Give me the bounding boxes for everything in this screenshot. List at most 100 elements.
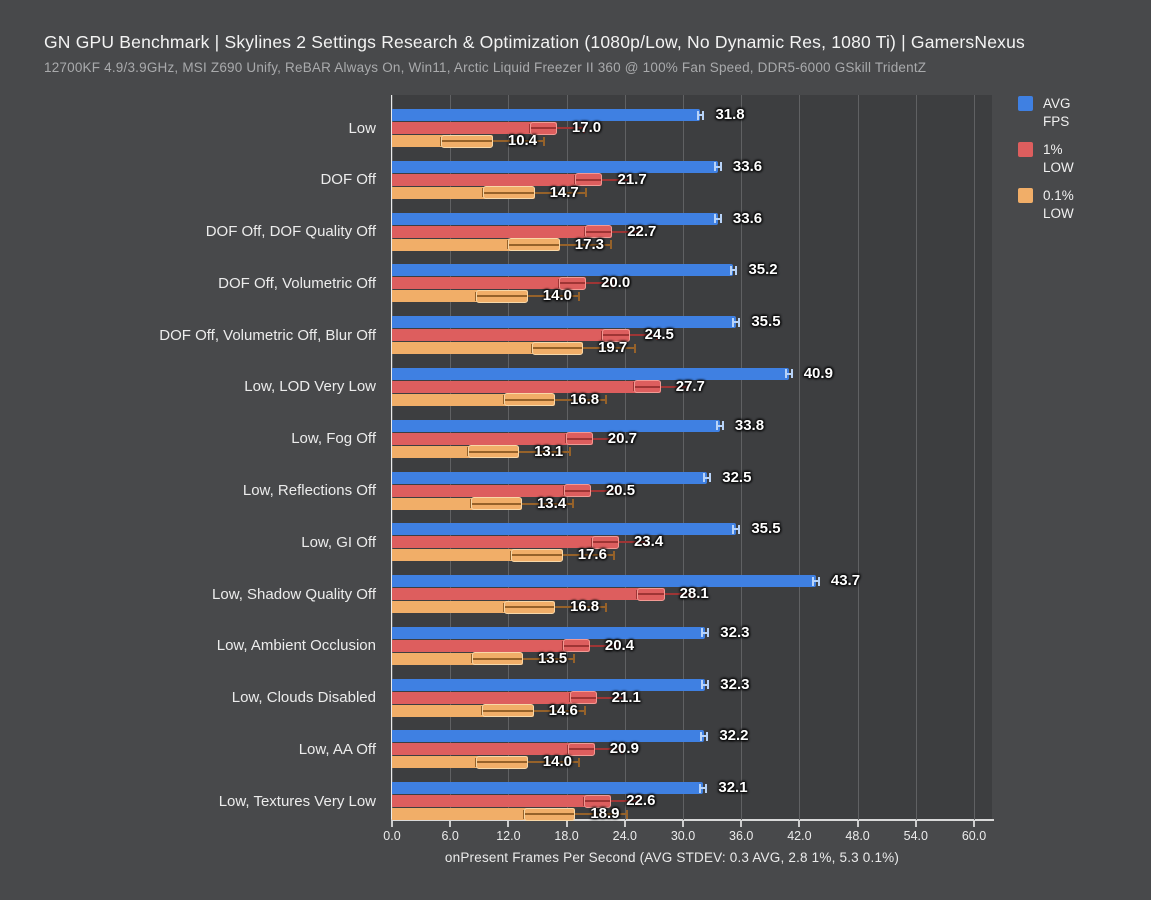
bar-value-label: 20.4 [604, 636, 635, 654]
error-bar-line [812, 580, 819, 583]
bar-value-label: 22.7 [627, 222, 657, 240]
legend-swatch [1018, 142, 1033, 158]
bar-0-1-low [392, 601, 555, 614]
bar-avg-fps [392, 160, 718, 173]
legend-swatch [1018, 96, 1033, 111]
error-bar-line [701, 735, 708, 738]
bar-0-1-low [392, 290, 528, 303]
error-bar-line [733, 528, 740, 531]
error-bar-cap [638, 227, 641, 237]
error-bar-cap [721, 421, 724, 431]
error-bar-cap [701, 680, 704, 690]
bar-avg-fps [392, 678, 706, 691]
bar-value-label: 35.2 [748, 261, 778, 279]
bar-0-1-low [392, 186, 535, 199]
category-label: Low, LOD Very Low [244, 378, 376, 396]
error-bar-cap [702, 110, 705, 120]
x-axis-tick [973, 821, 975, 827]
x-tick-label: 0.0 [383, 829, 401, 843]
x-axis-title: onPresent Frames Per Second (AVG STDEV: … [444, 850, 900, 865]
error-bar-cap [732, 317, 735, 327]
error-range-rect [637, 587, 665, 601]
x-axis-tick [914, 821, 917, 827]
error-bar-cap [605, 602, 608, 612]
x-axis-tick [623, 821, 626, 827]
error-range-rect [483, 186, 535, 200]
error-bar-cap [706, 731, 709, 741]
gridline [624, 95, 626, 820]
error-bar-cap [686, 382, 689, 392]
error-bar-line [700, 787, 707, 790]
x-axis-tick [507, 821, 510, 827]
bar-avg-fps [392, 367, 789, 380]
chart-title: GN GPU Benchmark | Skylines 2 Settings R… [44, 32, 1025, 52]
error-bar-cap [645, 537, 648, 547]
error-bar-cap [628, 175, 631, 185]
error-bar-line [733, 321, 740, 324]
error-bar-cap [790, 369, 793, 379]
x-axis-tick [856, 821, 859, 827]
bar-1-low [392, 173, 603, 186]
error-bar-cap [578, 757, 581, 767]
bar-value-label: 13.4 [536, 494, 567, 512]
error-range-rect [482, 704, 534, 718]
chart-subtitle: 12700KF 4.9/3.9GHz, MSI Z690 Unify, ReBA… [44, 60, 927, 75]
error-range-rect [531, 341, 584, 355]
error-bar-line [702, 683, 709, 686]
error-bar-cap [637, 796, 640, 806]
error-bar-line [471, 657, 575, 660]
bar-avg-fps [392, 264, 734, 277]
bar-1-low [392, 277, 586, 290]
gridline [857, 95, 859, 820]
category-label: DOF Off, Volumetric Off, Blur Off [159, 326, 376, 344]
legend-item: AVG FPS [1018, 95, 1095, 130]
bar-value-label: 21.7 [617, 170, 647, 188]
error-bar-line [476, 295, 580, 298]
bar-1-low [392, 380, 661, 393]
bar-0-1-low [392, 342, 584, 355]
error-bar-line [716, 424, 723, 427]
x-axis-tick [682, 821, 684, 827]
bar-1-low [392, 484, 591, 497]
error-bar-line [441, 140, 545, 142]
bar-avg-fps [392, 626, 706, 639]
error-bar-line [730, 269, 737, 272]
error-bar-line [508, 243, 612, 246]
bar-value-label: 32.1 [718, 779, 748, 797]
error-range-rect [511, 548, 563, 562]
error-bar-cap [738, 524, 741, 534]
bar-1-low [392, 639, 590, 652]
bar-value-label: 17.0 [571, 119, 602, 136]
bar-1-low [392, 743, 595, 756]
error-bar-cap [701, 628, 704, 638]
error-bar-cap [690, 589, 693, 599]
category-label: Low, Reflections Off [242, 482, 376, 499]
category-label: Low, Fog Off [291, 430, 376, 448]
bar-value-label: 16.8 [569, 598, 600, 616]
error-bar-cap [715, 421, 718, 431]
error-bar-line [503, 606, 607, 609]
bar-value-label: 21.1 [611, 688, 641, 706]
error-bar-cap [709, 473, 712, 482]
error-range-rect [575, 173, 603, 187]
error-range-rect [476, 755, 528, 769]
bar-value-label: 33.6 [732, 209, 763, 227]
error-range-rect [602, 328, 630, 342]
gridline [741, 95, 743, 820]
bar-value-label: 20.5 [605, 481, 636, 499]
x-axis-tick [740, 821, 743, 827]
error-bar-line [585, 230, 640, 233]
error-range-rect [569, 691, 597, 705]
bar-value-label: 14.6 [548, 701, 578, 719]
error-bar-line [467, 450, 571, 453]
error-bar-cap [811, 576, 814, 586]
bar-1-low [392, 225, 613, 238]
x-tick-label: 60.0 [961, 829, 987, 843]
bar-1-low [392, 122, 557, 134]
error-bar-cap [714, 162, 716, 172]
error-bar-cap [699, 783, 702, 793]
error-bar-line [567, 748, 622, 751]
gridline [799, 95, 801, 820]
bar-0-1-low [392, 445, 520, 458]
